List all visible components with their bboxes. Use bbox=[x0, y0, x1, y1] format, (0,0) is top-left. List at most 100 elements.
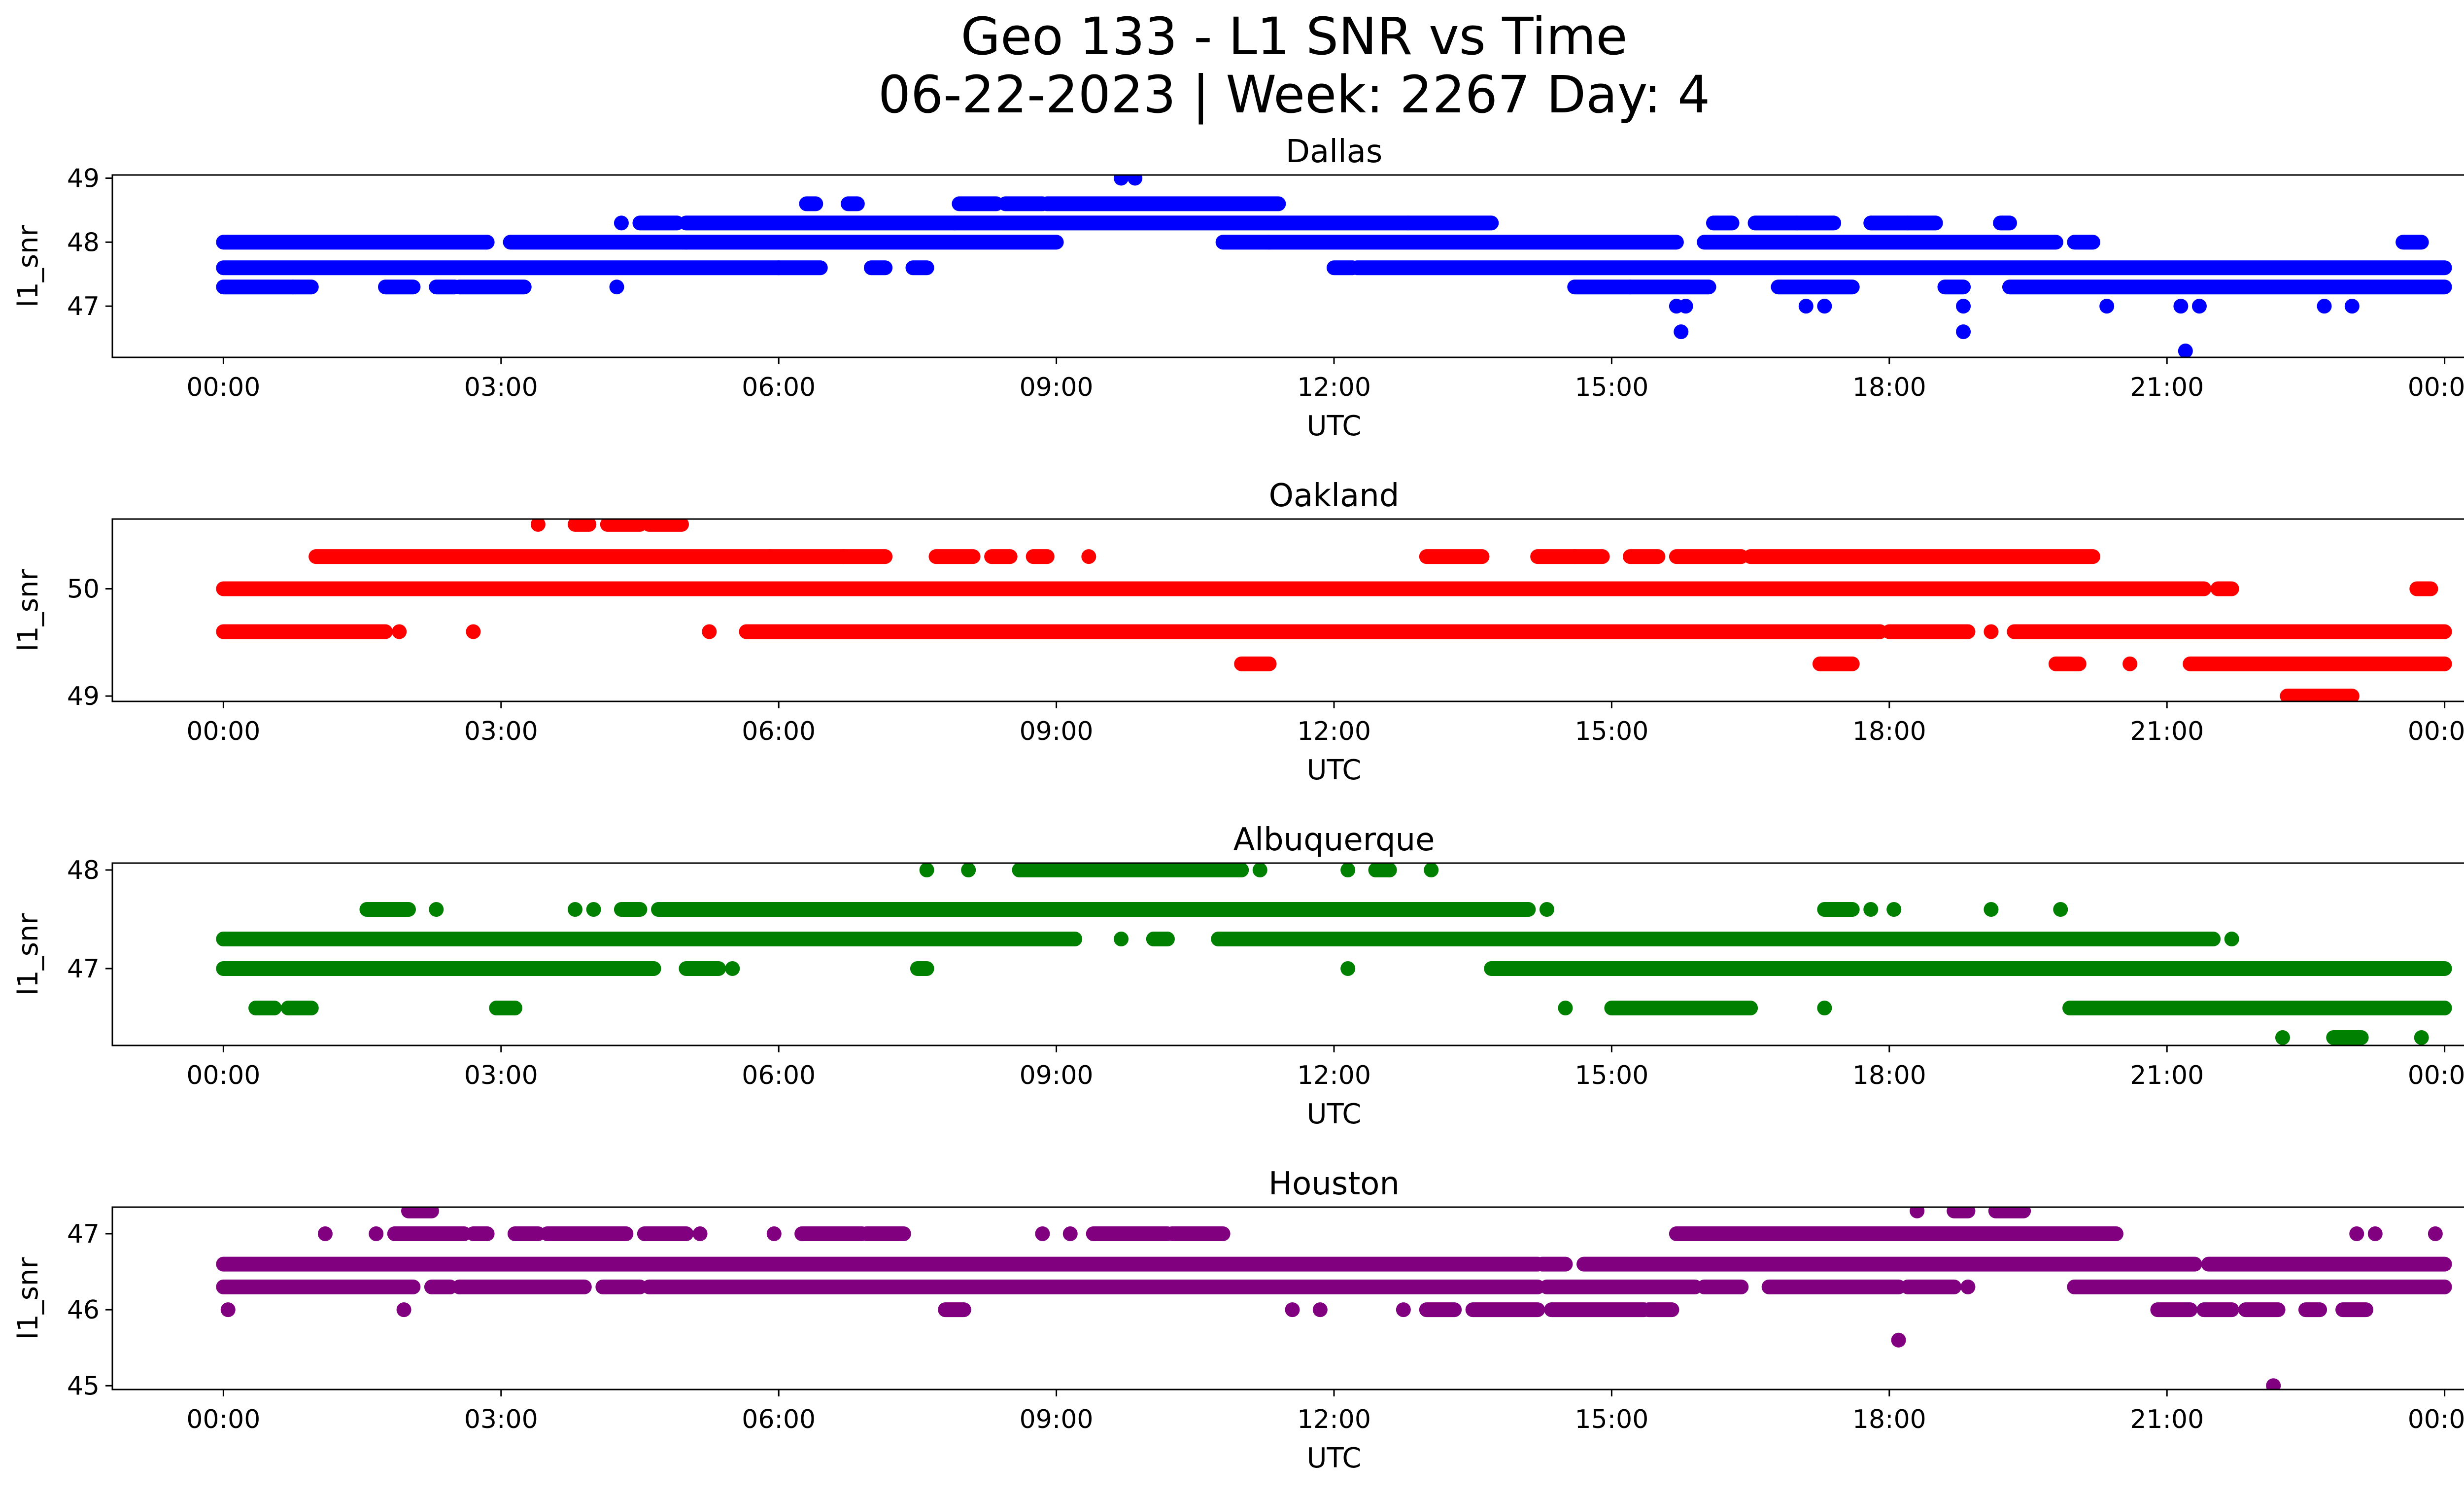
snr-point bbox=[1678, 299, 1693, 314]
snr-point bbox=[2178, 344, 2193, 357]
series-markers bbox=[216, 863, 2452, 1045]
axes-frame bbox=[111, 518, 2464, 702]
snr-point bbox=[1424, 863, 1439, 877]
snr-point bbox=[2428, 1226, 2443, 1241]
snr-point bbox=[2191, 299, 2207, 314]
x-tick-label: 21:00 bbox=[2130, 373, 2204, 402]
y-tick-label: 46 bbox=[67, 1295, 100, 1325]
subplot-title: Dallas bbox=[1286, 134, 1383, 170]
x-tick-label: 00:00 bbox=[2408, 1061, 2464, 1090]
snr-point bbox=[530, 519, 546, 532]
snr-point bbox=[1114, 932, 1129, 946]
x-tick-label: 12:00 bbox=[1297, 1061, 1371, 1090]
snr-point bbox=[1956, 299, 1971, 314]
x-tick-label: 18:00 bbox=[1852, 373, 1926, 402]
snr-point bbox=[2344, 299, 2360, 314]
x-tick-label: 18:00 bbox=[1852, 717, 1926, 746]
x-tick-label: 00:00 bbox=[2408, 373, 2464, 402]
snr-point bbox=[369, 1226, 384, 1241]
snr-point bbox=[1956, 324, 1971, 340]
y-tick-label: 45 bbox=[67, 1371, 100, 1401]
y-tick-label: 47 bbox=[67, 1219, 100, 1249]
snr-point bbox=[1062, 1226, 1078, 1241]
panel-2: Albuquerque 00:00 03:00 06:00 09:00 12:00 15:0… bbox=[12, 822, 2464, 1130]
x-tick-label: 03:00 bbox=[464, 1405, 538, 1434]
snr-point bbox=[1891, 1332, 1906, 1348]
x-tick-label: 15:00 bbox=[1574, 1061, 1648, 1090]
snr-point bbox=[1035, 1226, 1050, 1241]
snr-point bbox=[2099, 299, 2115, 314]
subplot-title: Oakland bbox=[1269, 478, 1400, 514]
x-tick-label: 15:00 bbox=[1574, 1405, 1648, 1434]
y-tick-label: 48 bbox=[67, 228, 100, 257]
snr-point bbox=[396, 1302, 411, 1318]
snr-point bbox=[1817, 299, 1832, 314]
y-tick-label: 50 bbox=[67, 574, 100, 604]
snr-point bbox=[1539, 902, 1554, 917]
x-tick-label: 00:00 bbox=[2408, 717, 2464, 746]
series-markers bbox=[216, 1207, 2452, 1390]
x-tick-label: 06:00 bbox=[742, 1405, 816, 1434]
snr-point bbox=[1114, 175, 1129, 186]
y-axis-label: l1_snr bbox=[12, 225, 44, 308]
x-tick-label: 06:00 bbox=[742, 1061, 816, 1090]
snr-point bbox=[1252, 863, 1267, 877]
snr-point bbox=[2275, 1030, 2290, 1045]
snr-point bbox=[1798, 299, 1814, 314]
snr-point bbox=[2266, 1378, 2281, 1390]
snr-point bbox=[1312, 1302, 1328, 1318]
x-axis-label: UTC bbox=[1306, 1442, 1361, 1474]
snr-point bbox=[1567, 549, 1582, 564]
x-tick-label: 12:00 bbox=[1297, 1405, 1371, 1434]
figure-title-line1: Geo 133 - L1 SNR vs Time bbox=[960, 6, 1627, 67]
x-tick-label: 03:00 bbox=[464, 717, 538, 746]
x-tick-label: 21:00 bbox=[2130, 1061, 2204, 1090]
x-tick-label: 00:00 bbox=[186, 717, 260, 746]
snr-point bbox=[702, 624, 717, 639]
series-markers bbox=[216, 519, 2452, 701]
series-markers bbox=[216, 175, 2452, 357]
panel-1: Oakland 00:00 03:00 06:00 09:00 12:00 15:00 18:… bbox=[12, 478, 2464, 786]
x-axis-label: UTC bbox=[1306, 1098, 1361, 1130]
snr-point bbox=[961, 863, 976, 877]
snr-point bbox=[1285, 1302, 1300, 1318]
subplot-title: Albuquerque bbox=[1233, 822, 1435, 858]
x-tick-label: 09:00 bbox=[1020, 1061, 1094, 1090]
x-tick-label: 03:00 bbox=[464, 1061, 538, 1090]
snr-point bbox=[1863, 902, 1879, 917]
snr-point bbox=[1340, 961, 1356, 976]
axes-frame bbox=[111, 862, 2464, 1046]
snr-point bbox=[2053, 902, 2068, 917]
y-tick-label: 47 bbox=[67, 954, 100, 984]
x-tick-label: 12:00 bbox=[1297, 717, 1371, 746]
x-tick-label: 18:00 bbox=[1852, 1061, 1926, 1090]
x-axis-label: UTC bbox=[1306, 410, 1361, 442]
snr-point bbox=[2317, 299, 2332, 314]
x-tick-label: 15:00 bbox=[1574, 717, 1648, 746]
snr-point bbox=[725, 961, 740, 976]
snr-point bbox=[1960, 1279, 1976, 1294]
snr-point bbox=[1984, 902, 1999, 917]
panel-0: Dallas 00:00 03:00 06:00 09:00 12:00 15:00 18:0… bbox=[12, 134, 2464, 442]
snr-point bbox=[1128, 175, 1143, 186]
y-tick-label: 49 bbox=[67, 164, 100, 193]
x-tick-label: 09:00 bbox=[1020, 717, 1094, 746]
snr-point bbox=[1674, 324, 1689, 340]
snr-point bbox=[614, 215, 629, 231]
snr-point bbox=[1886, 902, 1902, 917]
snr-point bbox=[2414, 1030, 2429, 1045]
y-axis-label: l1_snr bbox=[12, 913, 44, 996]
snr-point bbox=[766, 1226, 782, 1241]
snr-point bbox=[1910, 1207, 1925, 1218]
snr-point bbox=[452, 1279, 467, 1294]
snr-point bbox=[1081, 549, 1096, 564]
figure-title-line2: 06-22-2023 | Week: 2267 Day: 4 bbox=[878, 65, 1710, 125]
snr-point bbox=[1558, 1001, 1573, 1015]
x-axis-label: UTC bbox=[1306, 754, 1361, 786]
snr-point bbox=[1340, 863, 1356, 877]
x-tick-label: 00:00 bbox=[2408, 1405, 2464, 1434]
x-tick-label: 06:00 bbox=[742, 373, 816, 402]
x-tick-label: 21:00 bbox=[2130, 1405, 2204, 1434]
x-tick-label: 00:00 bbox=[186, 1405, 260, 1434]
